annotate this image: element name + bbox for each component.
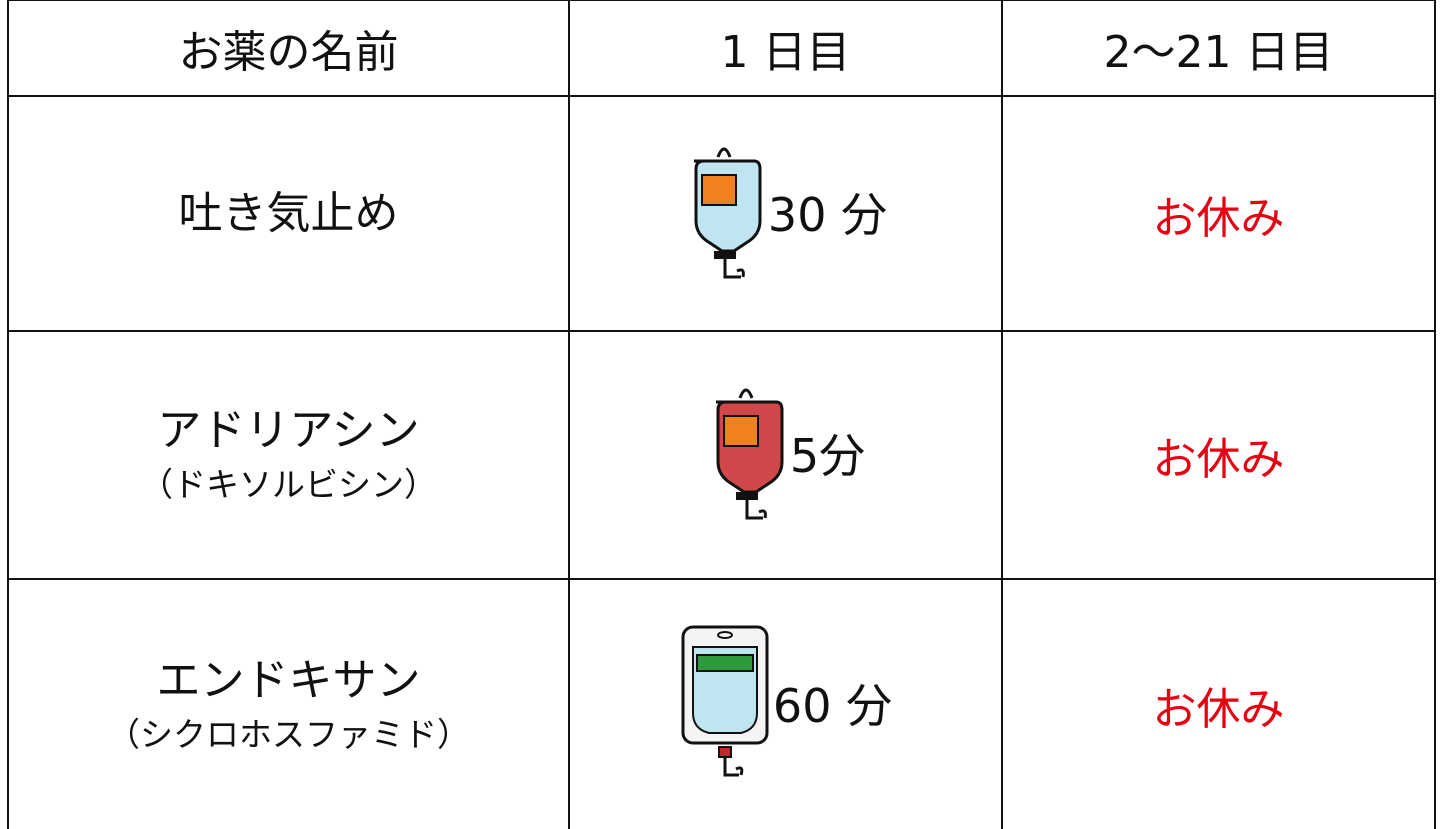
duration-cell: 30 分 <box>568 95 1003 332</box>
drug-name: 吐き気止め <box>178 187 399 239</box>
rest-cell: お休み <box>1001 330 1436 580</box>
duration: 5分 <box>706 378 865 528</box>
duration-text: 30 分 <box>767 187 888 242</box>
duration-cell: 60 分 <box>568 578 1003 829</box>
iv-bag-icon <box>681 625 769 776</box>
row: エンドキサン （シクロホスファミド） 60 分 お休み <box>7 578 1436 829</box>
iv-bag-icon <box>693 147 762 278</box>
name-cell: エンドキサン （シクロホスファミド） <box>7 578 570 829</box>
header-cell: 1 日目 <box>568 0 1003 97</box>
header-row: お薬の名前 1 日目 2〜21 日目 <box>7 0 1436 97</box>
schedule-table: お薬の名前 1 日目 2〜21 日目 吐き気止め 30 分 お休み アドリアシン… <box>7 0 1436 829</box>
duration: 60 分 <box>679 623 892 783</box>
rest-cell: お休み <box>1001 578 1436 829</box>
name-cell: アドリアシン （ドキソルビシン） <box>7 330 570 580</box>
rest-cell: お休み <box>1001 95 1436 332</box>
drug-name: エンドキサン <box>156 654 421 706</box>
rest-text: お休み <box>1152 434 1285 485</box>
header-cell: お薬の名前 <box>7 0 570 97</box>
duration: 30 分 <box>684 137 887 287</box>
duration-cell: 5分 <box>568 330 1003 580</box>
drug-name: アドリアシン <box>157 405 420 456</box>
row: 吐き気止め 30 分 お休み <box>7 95 1436 332</box>
header-cell: 2〜21 日目 <box>1001 0 1436 97</box>
rest-text: お休み <box>1152 683 1285 735</box>
drug-note: （シクロホスファミド） <box>107 714 470 754</box>
duration-text: 5分 <box>789 429 866 483</box>
iv-bag-icon <box>715 388 784 520</box>
duration-text: 60 分 <box>772 678 893 733</box>
name-cell: 吐き気止め <box>7 95 570 332</box>
rest-text: お休み <box>1152 192 1285 244</box>
drug-note: （ドキソルビシン） <box>140 465 437 504</box>
row: アドリアシン （ドキソルビシン） 5分 お休み <box>7 330 1436 580</box>
